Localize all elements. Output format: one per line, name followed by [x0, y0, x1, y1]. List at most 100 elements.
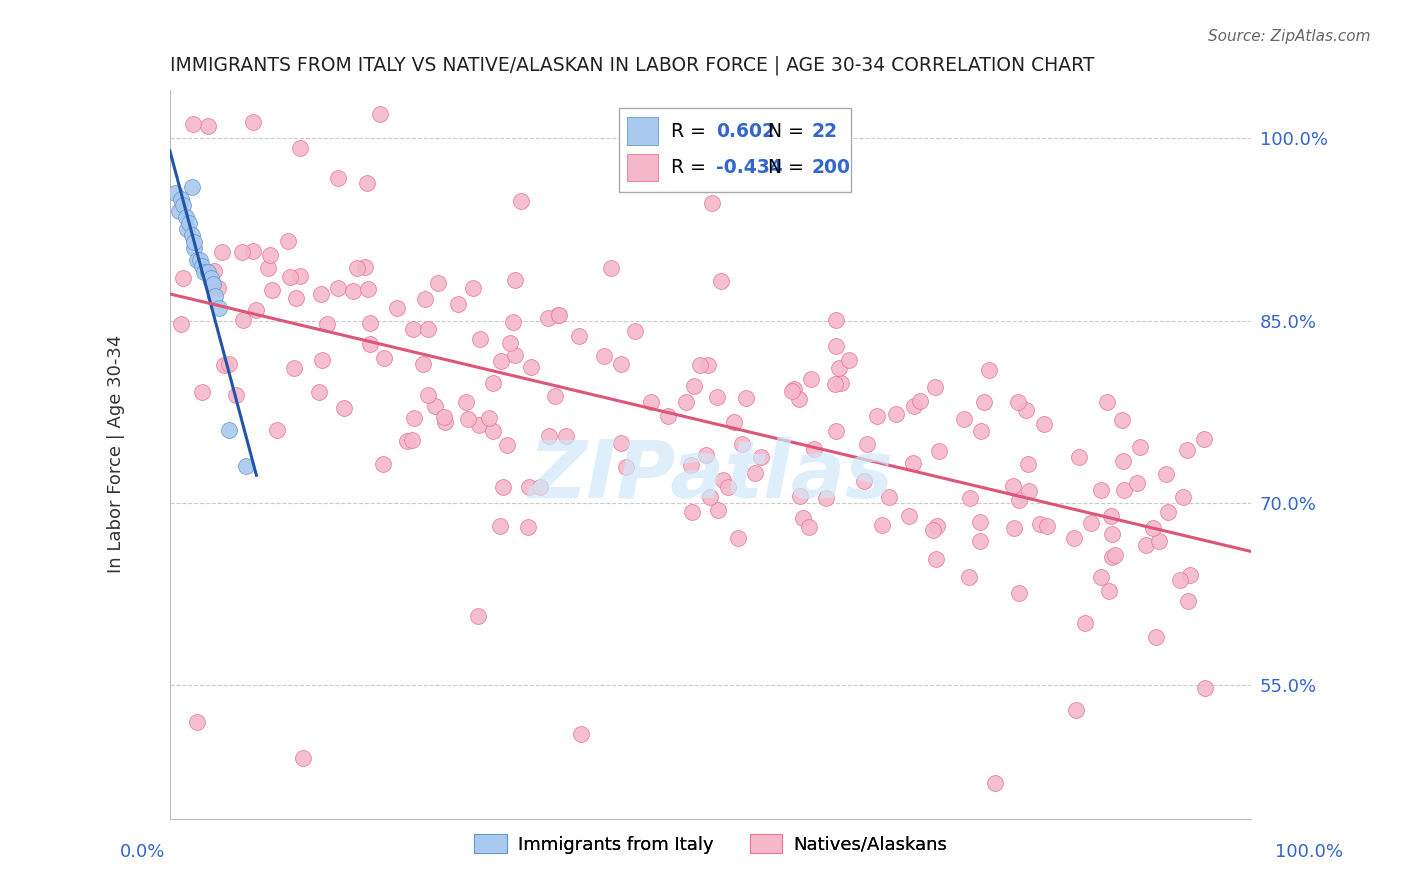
Point — [1008, 492, 1031, 507]
Point — [727, 531, 749, 545]
Point — [170, 192, 193, 206]
Point — [695, 448, 717, 462]
Point — [547, 308, 569, 322]
Point — [903, 399, 925, 413]
Point — [898, 509, 921, 524]
Point — [711, 474, 734, 488]
FancyBboxPatch shape — [627, 153, 658, 181]
Point — [467, 609, 489, 624]
Point — [434, 415, 457, 429]
Point — [610, 436, 633, 450]
Point — [207, 281, 229, 295]
Point — [1114, 483, 1136, 497]
Point — [1001, 479, 1024, 493]
Point — [503, 348, 526, 362]
Point — [308, 384, 330, 399]
Point — [489, 354, 512, 368]
Point — [1002, 521, 1025, 535]
Point — [180, 179, 202, 194]
Point — [283, 361, 305, 376]
Point — [183, 241, 205, 255]
Point — [204, 289, 226, 303]
Point — [231, 244, 253, 259]
Point — [610, 357, 633, 371]
Point — [1168, 574, 1191, 588]
Point — [1029, 517, 1052, 532]
Point — [1015, 402, 1038, 417]
Point — [731, 437, 754, 451]
Text: -0.434: -0.434 — [716, 158, 783, 178]
Point — [245, 303, 267, 318]
Point — [342, 285, 364, 299]
Point — [416, 321, 439, 335]
Point — [984, 775, 1007, 789]
Point — [225, 387, 247, 401]
Point — [357, 282, 380, 296]
Point — [828, 361, 851, 376]
Point — [800, 371, 823, 385]
Point — [1033, 417, 1056, 432]
Point — [315, 318, 337, 332]
Text: Source: ZipAtlas.com: Source: ZipAtlas.com — [1208, 29, 1371, 44]
Point — [544, 389, 567, 403]
Text: ZIPatlas: ZIPatlas — [529, 437, 893, 516]
Point — [188, 252, 211, 267]
Point — [517, 480, 540, 494]
Point — [1194, 681, 1216, 695]
Point — [200, 274, 222, 288]
Point — [385, 301, 408, 315]
Point — [789, 490, 811, 504]
Point — [623, 324, 645, 338]
Point — [614, 460, 637, 475]
Point — [901, 456, 924, 470]
Point — [402, 321, 425, 335]
Point — [290, 141, 312, 155]
Point — [1101, 526, 1123, 541]
Point — [1142, 521, 1164, 535]
Point — [277, 234, 299, 248]
Point — [202, 263, 225, 277]
Text: N =: N = — [768, 121, 810, 141]
Point — [1018, 484, 1040, 499]
Point — [782, 382, 804, 396]
Point — [957, 569, 980, 583]
Point — [872, 518, 894, 533]
Point — [1090, 570, 1112, 584]
Point — [1112, 454, 1135, 468]
Point — [456, 394, 478, 409]
Point — [516, 520, 538, 534]
Point — [489, 518, 512, 533]
Point — [1156, 506, 1178, 520]
Point — [683, 378, 706, 392]
Point — [503, 273, 526, 287]
Point — [1064, 703, 1087, 717]
Point — [482, 424, 505, 438]
Point — [529, 480, 551, 494]
Point — [218, 423, 240, 437]
Text: 0.0%: 0.0% — [120, 843, 165, 861]
Point — [172, 271, 194, 285]
Point — [186, 714, 208, 729]
Point — [697, 358, 720, 372]
Point — [1069, 450, 1091, 464]
Point — [1177, 593, 1199, 607]
Point — [482, 376, 505, 391]
Point — [710, 274, 733, 288]
Point — [908, 394, 931, 409]
Legend: Immigrants from Italy, Natives/Alaskans: Immigrants from Italy, Natives/Alaskans — [467, 827, 955, 861]
Point — [1192, 432, 1215, 446]
Point — [749, 450, 772, 464]
Point — [167, 204, 190, 219]
Point — [925, 551, 948, 566]
Point — [242, 115, 264, 129]
Point — [165, 186, 187, 200]
Point — [371, 457, 394, 471]
Point — [568, 328, 591, 343]
Point — [478, 410, 501, 425]
Point — [186, 252, 208, 267]
Point — [499, 335, 522, 350]
Point — [413, 292, 436, 306]
Point — [181, 117, 204, 131]
Point — [259, 248, 281, 262]
Point — [232, 313, 254, 327]
